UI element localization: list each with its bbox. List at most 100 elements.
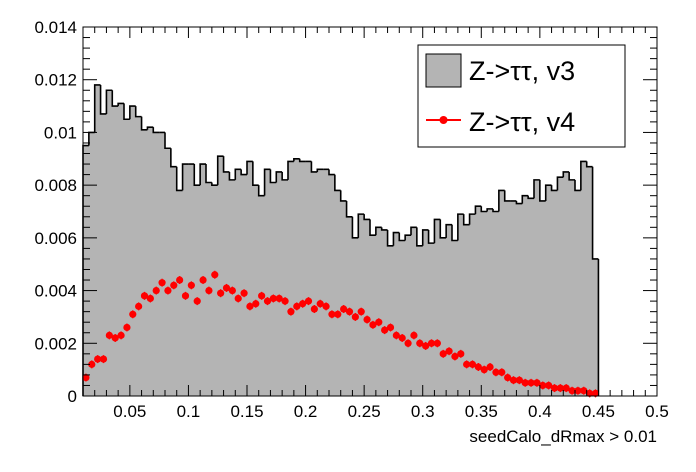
histogram-bin-v3	[527, 195, 534, 200]
data-point-v4	[463, 360, 471, 368]
histogram-bin-v3	[585, 161, 593, 168]
histogram-bin-v3	[445, 223, 452, 238]
histogram-bin-v3	[117, 102, 124, 107]
data-point-v4	[550, 384, 559, 392]
data-point-v4	[363, 315, 371, 324]
data-point-v4	[310, 305, 318, 313]
data-point-v4	[170, 281, 178, 289]
data-point-v4	[334, 310, 342, 318]
data-point-v4	[345, 308, 354, 316]
histogram-bin-v3	[140, 116, 148, 131]
histogram-bin-v3	[451, 224, 458, 242]
data-point-v4	[94, 355, 102, 363]
histogram-bin-v3	[369, 219, 376, 237]
histogram-bin-v3	[111, 90, 119, 107]
histogram-bin-v3	[257, 185, 265, 197]
histogram-bin-v3	[170, 148, 177, 168]
histogram-bin-v3	[539, 179, 546, 202]
data-point-v4	[299, 300, 307, 308]
data-point-v4	[427, 339, 436, 347]
marker-layer	[82, 270, 600, 398]
histogram-bin-v3	[216, 155, 224, 186]
data-point-v4	[99, 355, 108, 363]
histogram-bin-v3	[275, 171, 283, 183]
histogram-bin-v3	[328, 169, 335, 176]
histogram-bin-v3	[404, 234, 411, 241]
data-point-v4	[146, 294, 154, 303]
histogram-bin-v3	[375, 226, 382, 236]
data-point-v4	[228, 286, 236, 295]
data-point-v4	[88, 360, 96, 368]
histogram-bin-v3	[99, 84, 107, 115]
data-point-v4	[263, 297, 272, 305]
data-point-v4	[240, 289, 248, 297]
histogram-bin-v3	[199, 163, 206, 186]
histogram-bin-v3	[334, 174, 341, 192]
data-point-v4	[545, 381, 553, 390]
histogram-bin-v3	[433, 218, 441, 244]
x-tick-label: 0.15	[230, 402, 263, 421]
y-tick-label: 0	[68, 387, 77, 406]
data-point-v4	[416, 339, 424, 347]
data-point-v4	[152, 286, 160, 295]
histogram-bin-v3	[550, 185, 558, 192]
data-point-v4	[586, 389, 594, 397]
data-point-v4	[199, 276, 207, 284]
histogram-bin-v3	[410, 226, 417, 236]
histogram-bin-v3	[134, 106, 142, 118]
y-tick-label: 0.004	[34, 282, 77, 301]
data-point-v4	[480, 366, 488, 374]
histogram-bin-v3	[175, 166, 183, 192]
data-point-v4	[211, 271, 219, 279]
histogram-bin-v3	[486, 208, 493, 212]
histogram-bin-v3	[339, 190, 347, 202]
data-point-v4	[316, 300, 324, 308]
data-point-v4	[275, 294, 283, 303]
histogram-bin-v3	[228, 171, 236, 181]
histogram-bin-v3	[521, 194, 529, 204]
y-tick-label: 0.014	[34, 18, 77, 37]
histogram-bin-v3	[246, 160, 253, 175]
data-point-v4	[445, 347, 453, 355]
x-tick-label: 0.35	[465, 402, 498, 421]
data-point-v4	[164, 286, 172, 295]
histogram-bin-v3	[181, 163, 189, 191]
data-point-v4	[422, 342, 430, 350]
histogram-bin-v3	[123, 103, 130, 121]
data-point-v4	[433, 339, 441, 347]
data-point-v4	[82, 373, 90, 382]
histogram-bin-v3	[533, 179, 540, 199]
plot-frame	[82, 26, 658, 397]
histogram-bin-v3	[252, 161, 259, 186]
histogram-bin-v3	[269, 169, 277, 184]
histogram-bin-v3	[462, 214, 470, 226]
data-point-v4	[521, 379, 529, 387]
histogram-bin-v3	[392, 231, 400, 246]
histogram-bin-v3	[129, 105, 136, 120]
histogram-bin-v3	[263, 168, 271, 196]
data-point-v4	[158, 279, 166, 287]
histogram-bin-v3	[211, 182, 218, 186]
histogram-bin-v3	[480, 206, 488, 213]
data-point-v4	[105, 331, 113, 339]
data-point-v4	[140, 292, 149, 300]
histogram-bin-v3	[544, 184, 552, 201]
legend-label-v4: Z->ττ, v4	[469, 107, 575, 137]
data-point-v4	[509, 376, 518, 384]
data-point-v4	[369, 321, 377, 329]
data-point-v4	[340, 305, 348, 313]
histogram-bin-v3	[205, 164, 212, 184]
x-tick-label: 0.4	[528, 402, 552, 421]
data-point-v4	[439, 350, 447, 358]
histogram-bin-v3	[556, 176, 564, 191]
data-point-v4	[533, 379, 541, 387]
data-point-v4	[468, 360, 477, 368]
x-tick-label: 0.3	[411, 402, 435, 421]
data-point-v4	[234, 294, 242, 303]
data-point-v4	[123, 323, 131, 332]
data-point-v4	[117, 331, 125, 339]
x-tick-label: 0.5	[645, 402, 669, 421]
data-point-v4	[556, 384, 564, 392]
histogram-bin-v3	[515, 200, 523, 205]
data-point-v4	[562, 384, 570, 392]
